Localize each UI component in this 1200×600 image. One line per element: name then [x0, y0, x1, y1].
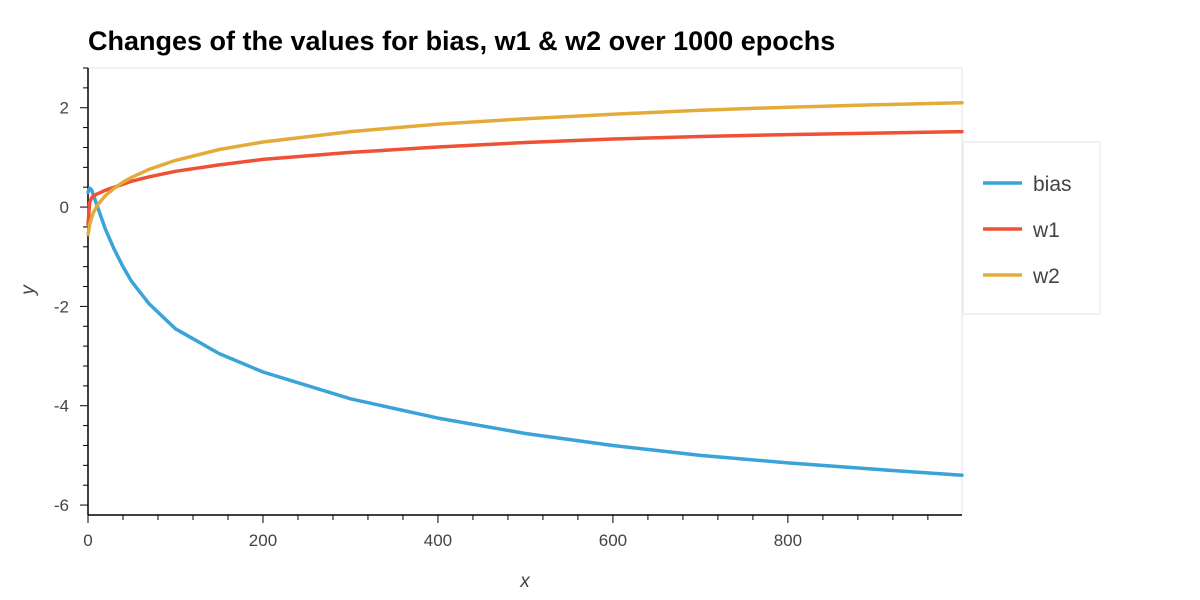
series-lines: [86, 101, 964, 478]
chart-title: Changes of the values for bias, w1 & w2 …: [88, 26, 835, 56]
x-tick-label: 600: [599, 531, 627, 550]
legend-label-bias: bias: [1033, 173, 1072, 196]
legend-label-w1: w1: [1032, 219, 1060, 242]
legend-label-w2: w2: [1032, 265, 1060, 288]
series-line-w2: [86, 101, 964, 237]
x-tick-label: 800: [774, 531, 802, 550]
y-axis-label: y: [18, 284, 39, 297]
series-line-bias: [86, 186, 964, 478]
y-tick-label: 0: [60, 198, 69, 217]
x-tick-label: 200: [249, 531, 277, 550]
y-tick-label: -2: [54, 297, 69, 316]
x-tick-label: 0: [83, 531, 92, 550]
series-line-w1: [86, 129, 964, 227]
x-tick-label: 400: [424, 531, 452, 550]
y-tick-label: -4: [54, 397, 69, 416]
y-tick-label: 2: [60, 99, 69, 118]
axes: 0 200 400 600 800 -6 -4 -2 0 2: [54, 67, 962, 550]
legend: bias w1 w2: [962, 141, 1101, 315]
y-tick-label: -6: [54, 496, 69, 515]
x-axis-label: x: [519, 571, 531, 592]
